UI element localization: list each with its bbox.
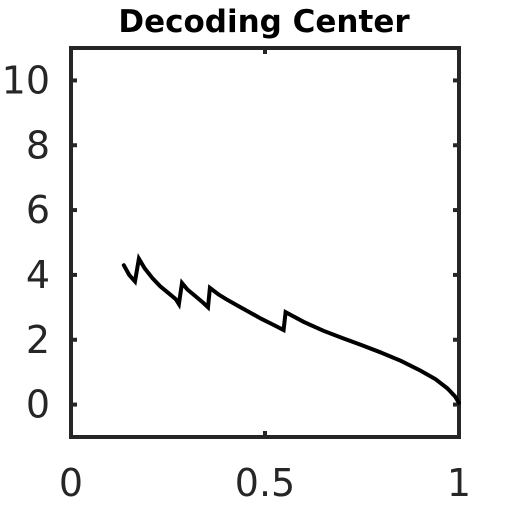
plot-frame	[69, 46, 461, 439]
x-tick-label: 0.5	[235, 461, 295, 505]
y-tick-label: 10	[2, 58, 50, 102]
y-tick-label: 0	[26, 383, 50, 427]
x-tick-label: 1	[447, 461, 471, 505]
y-tick-label: 6	[26, 188, 50, 232]
chart-title: Decoding Center	[118, 4, 410, 40]
y-tick-label: 8	[26, 123, 50, 167]
y-tick-label: 2	[26, 318, 50, 362]
series-line	[121, 253, 461, 405]
y-tick-label: 4	[26, 253, 50, 297]
x-tick-label: 0	[59, 461, 83, 505]
